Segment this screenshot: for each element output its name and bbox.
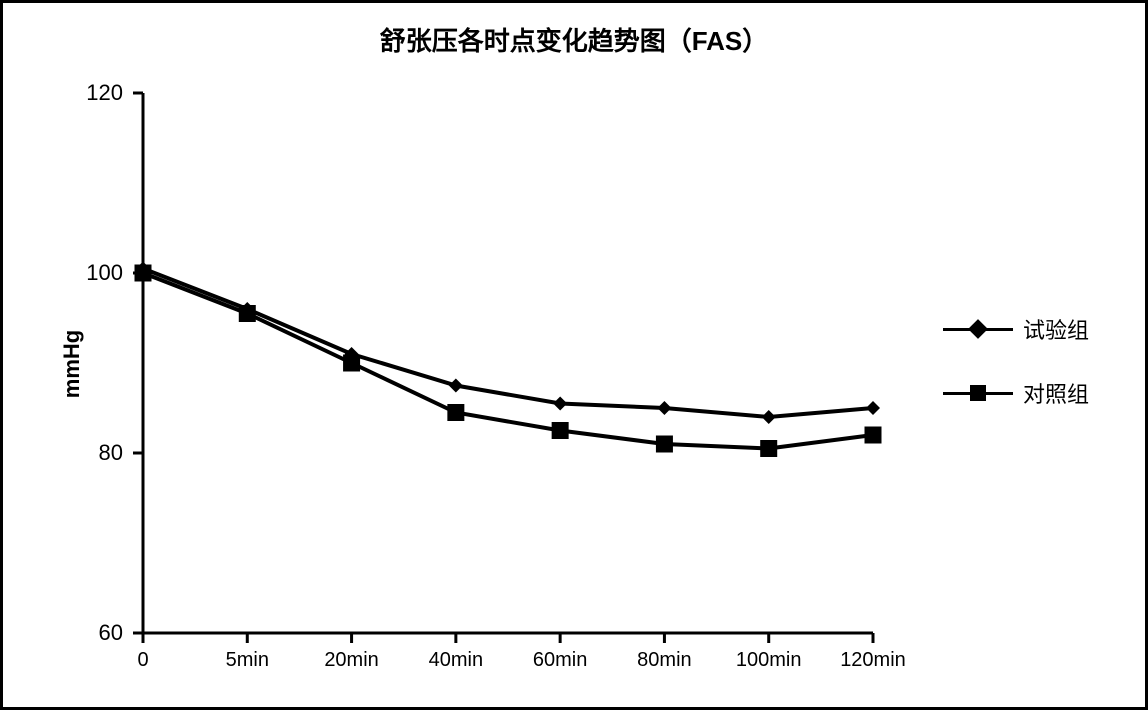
square-marker xyxy=(760,440,777,457)
square-marker xyxy=(343,355,360,372)
x-tick-label: 40min xyxy=(406,649,506,672)
legend-item-0: 试验组 xyxy=(943,313,1089,345)
diamond-marker xyxy=(866,401,880,415)
x-tick-label: 0 xyxy=(93,649,193,672)
x-tick-label: 120min xyxy=(823,649,923,672)
legend-line-1 xyxy=(943,392,1013,395)
diamond-marker xyxy=(449,379,463,393)
y-tick-label: 100 xyxy=(73,260,123,286)
diamond-icon xyxy=(968,319,988,339)
plot-area xyxy=(123,73,893,653)
y-tick-label: 120 xyxy=(73,80,123,106)
square-marker xyxy=(447,404,464,421)
x-tick-label: 100min xyxy=(719,649,819,672)
square-marker xyxy=(656,436,673,453)
diamond-marker xyxy=(553,397,567,411)
x-tick-label: 5min xyxy=(197,649,297,672)
y-axis-label: mmHg xyxy=(59,330,85,398)
series-line xyxy=(143,269,873,418)
x-tick-label: 80min xyxy=(614,649,714,672)
legend-item-1: 对照组 xyxy=(943,377,1089,409)
square-marker xyxy=(552,422,569,439)
x-tick-label: 60min xyxy=(510,649,610,672)
square-marker xyxy=(239,305,256,322)
chart-title: 舒张压各时点变化趋势图（FAS） xyxy=(3,21,1145,58)
legend: 试验组 对照组 xyxy=(943,313,1089,427)
legend-line-0 xyxy=(943,328,1013,331)
square-icon xyxy=(970,385,986,401)
square-marker xyxy=(865,427,882,444)
chart-container: 舒张压各时点变化趋势图（FAS） mmHg 试验组 对照组 60 80 100 120… xyxy=(0,0,1148,710)
legend-label-1: 对照组 xyxy=(1023,377,1089,409)
x-tick-label: 20min xyxy=(302,649,402,672)
diamond-marker xyxy=(657,401,671,415)
y-tick-label: 80 xyxy=(73,440,123,466)
y-tick-label: 60 xyxy=(73,620,123,646)
square-marker xyxy=(135,265,152,282)
series-line xyxy=(143,273,873,449)
diamond-marker xyxy=(762,410,776,424)
legend-label-0: 试验组 xyxy=(1023,313,1089,345)
